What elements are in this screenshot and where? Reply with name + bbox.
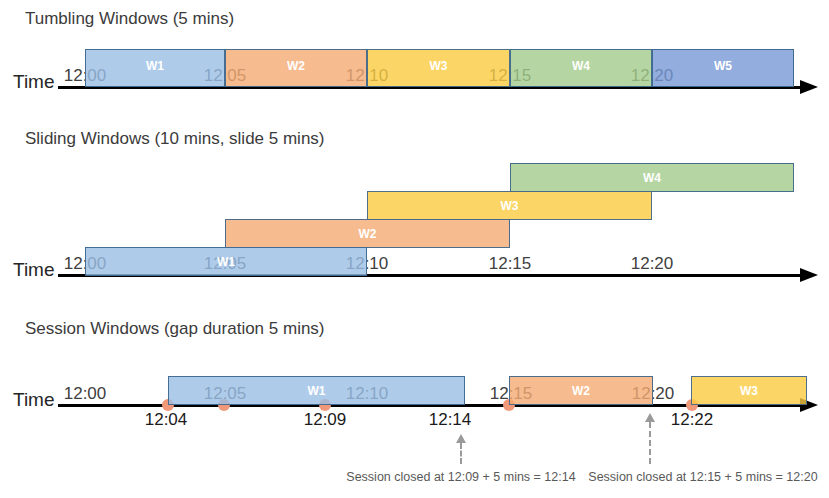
window-label: W1 [146, 59, 164, 73]
tumbling-window-w4: W4 [510, 49, 652, 87]
event-time-label: 12:14 [410, 410, 490, 430]
windowing-diagram: Tumbling Windows (5 mins) Time 12:00 12:… [0, 0, 829, 498]
window-label: W4 [572, 59, 590, 73]
session-closed-annotation: Session closed at 12:09 + 5 mins = 12:14 [341, 470, 581, 484]
session-section-title: Session Windows (gap duration 5 mins) [25, 319, 325, 339]
dashed-line [649, 422, 651, 464]
window-label: W5 [714, 59, 732, 73]
window-label: W3 [430, 59, 448, 73]
session-closed-annotation: Session closed at 12:15 + 5 mins = 12:20 [583, 470, 823, 484]
window-label: W4 [643, 171, 661, 185]
window-label: W1 [217, 255, 235, 269]
window-label: W2 [287, 59, 305, 73]
tumbling-window-w5: W5 [652, 49, 794, 87]
session-window-w1: W1 [168, 376, 465, 405]
window-label: W2 [572, 384, 590, 398]
sliding-section-title: Sliding Windows (10 mins, slide 5 mins) [25, 129, 325, 149]
window-label: W2 [359, 227, 377, 241]
tick-label: 12:00 [45, 384, 125, 404]
window-label: W3 [740, 384, 758, 398]
tumbling-section-title: Tumbling Windows (5 mins) [25, 9, 234, 29]
tumbling-window-w1: W1 [85, 49, 225, 87]
session-window-w3: W3 [691, 376, 807, 405]
event-time-label: 12:09 [285, 410, 365, 430]
sliding-axis-arrow-icon [800, 268, 818, 282]
tick-label: 12:15 [470, 254, 550, 274]
tick-label: 12:20 [612, 254, 692, 274]
sliding-window-w1: W1 [85, 247, 367, 276]
sliding-window-w3: W3 [367, 191, 652, 220]
event-time-label: 12:04 [126, 410, 206, 430]
session-window-w2: W2 [509, 376, 653, 405]
arrow-up-head-icon [456, 434, 466, 443]
window-label: W3 [501, 199, 519, 213]
window-label: W1 [308, 384, 326, 398]
session-close-arrow-icon [456, 434, 466, 464]
dashed-line [460, 443, 462, 464]
sliding-window-w4: W4 [510, 163, 794, 192]
event-time-label: 12:22 [652, 410, 732, 430]
sliding-window-w2: W2 [225, 219, 510, 248]
tumbling-window-w2: W2 [225, 49, 367, 87]
tumbling-window-w3: W3 [367, 49, 510, 87]
tumbling-axis-arrow-icon [800, 80, 818, 94]
